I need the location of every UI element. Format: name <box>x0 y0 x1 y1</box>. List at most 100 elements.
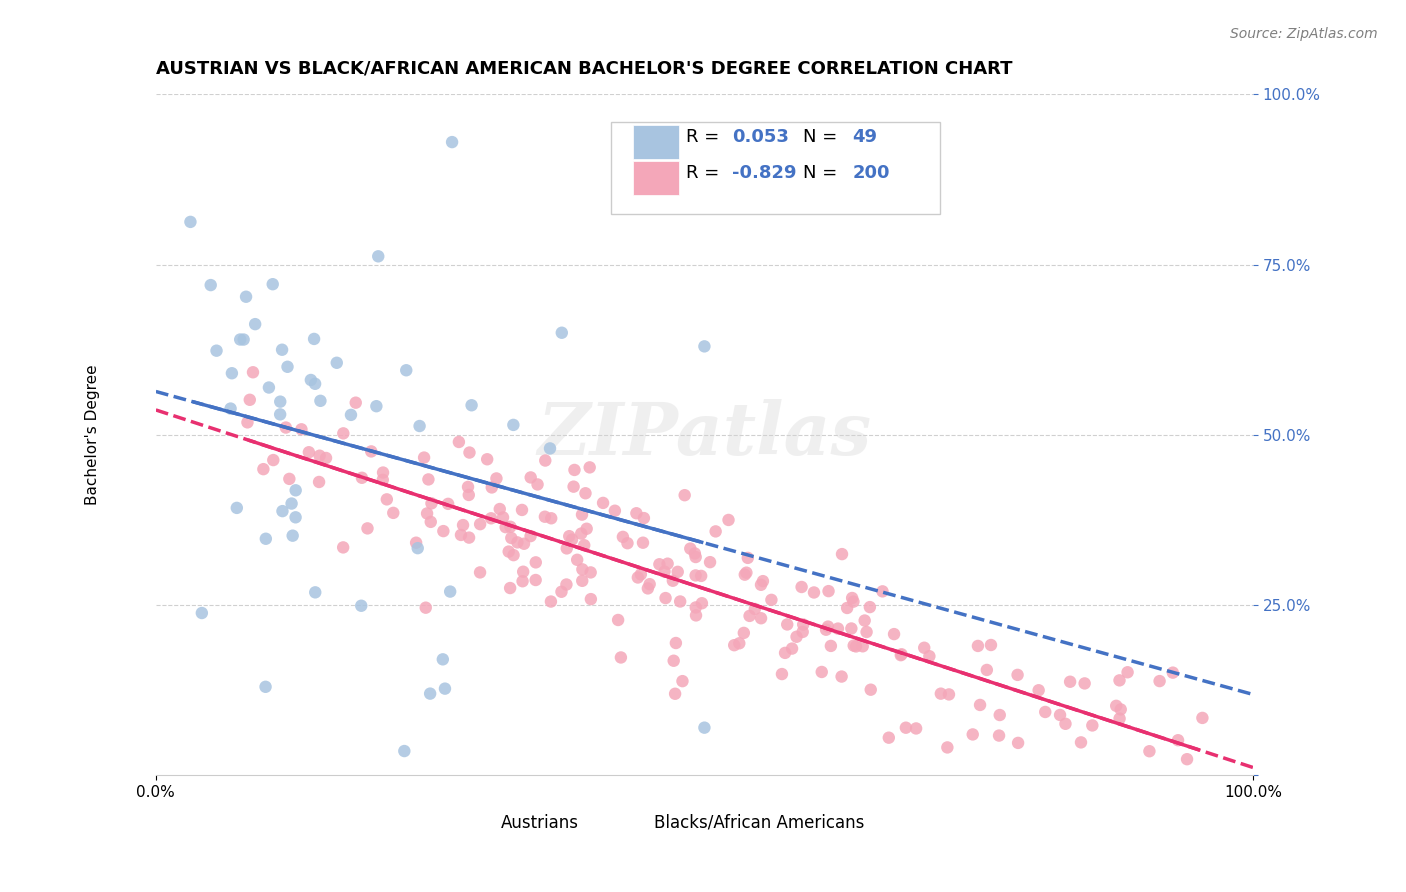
Point <box>416 507 439 521</box>
Point <box>326 356 349 370</box>
Point <box>485 471 508 485</box>
Point <box>413 450 436 465</box>
Point <box>737 550 759 565</box>
Point <box>810 665 832 679</box>
Point <box>831 547 853 561</box>
Point <box>855 624 877 639</box>
Point <box>631 535 654 549</box>
Point <box>468 517 491 532</box>
Point <box>1059 674 1081 689</box>
Point <box>252 462 274 476</box>
FancyBboxPatch shape <box>652 807 689 833</box>
Text: ZIPatlas: ZIPatlas <box>537 400 872 470</box>
Point <box>571 562 593 576</box>
Point <box>304 376 326 391</box>
Point <box>654 565 676 579</box>
Point <box>723 638 745 652</box>
FancyBboxPatch shape <box>633 161 679 195</box>
Point <box>859 600 882 615</box>
Point <box>744 602 766 616</box>
Point <box>738 608 761 623</box>
Point <box>558 529 581 543</box>
Text: Blacks/African Americans: Blacks/African Americans <box>654 814 865 832</box>
Point <box>302 332 325 346</box>
Point <box>665 636 688 650</box>
Point <box>790 580 813 594</box>
Point <box>912 640 935 655</box>
Point <box>607 613 630 627</box>
Point <box>512 565 534 579</box>
Point <box>980 638 1002 652</box>
Point <box>488 502 510 516</box>
FancyBboxPatch shape <box>633 125 679 159</box>
Point <box>550 584 572 599</box>
Point <box>1108 673 1130 688</box>
Text: Source: ZipAtlas.com: Source: ZipAtlas.com <box>1230 27 1378 41</box>
Text: -0.829: -0.829 <box>733 164 796 182</box>
Point <box>571 508 593 522</box>
Point <box>506 535 529 549</box>
Point <box>648 558 671 572</box>
Point <box>254 680 277 694</box>
Point <box>817 619 839 633</box>
Point <box>513 537 536 551</box>
Point <box>610 650 633 665</box>
Point <box>693 339 716 353</box>
Point <box>232 333 254 347</box>
Point <box>853 614 876 628</box>
Point <box>662 654 685 668</box>
Point <box>1007 668 1029 682</box>
Point <box>662 574 685 588</box>
Point <box>852 640 875 654</box>
Point <box>457 488 479 502</box>
Point <box>612 530 634 544</box>
Point <box>603 504 626 518</box>
Point <box>967 639 990 653</box>
Point <box>524 573 547 587</box>
Point <box>749 578 772 592</box>
Point <box>1054 716 1077 731</box>
Point <box>432 524 454 538</box>
Point <box>704 524 727 539</box>
Point <box>551 326 574 340</box>
Point <box>579 566 602 580</box>
Point <box>962 727 984 741</box>
Point <box>298 445 321 459</box>
Point <box>817 584 839 599</box>
Point <box>540 594 562 608</box>
Point <box>842 594 865 608</box>
Point <box>257 380 280 394</box>
Point <box>735 566 758 580</box>
Point <box>200 278 222 293</box>
Point <box>350 471 373 485</box>
Point <box>281 529 304 543</box>
Point <box>447 434 470 449</box>
Point <box>191 606 214 620</box>
Point <box>262 277 284 292</box>
Point <box>519 470 541 484</box>
Point <box>284 483 307 498</box>
Point <box>457 480 479 494</box>
Point <box>477 452 499 467</box>
Point <box>579 592 602 607</box>
Point <box>976 663 998 677</box>
Point <box>638 577 661 591</box>
Point <box>669 594 692 608</box>
Point <box>561 533 583 547</box>
Point <box>770 667 793 681</box>
Text: AUSTRIAN VS BLACK/AFRICAN AMERICAN BACHELOR'S DEGREE CORRELATION CHART: AUSTRIAN VS BLACK/AFRICAN AMERICAN BACHE… <box>156 60 1012 78</box>
Point <box>690 596 713 610</box>
Point <box>988 708 1011 723</box>
Point <box>460 398 482 412</box>
Point <box>371 466 394 480</box>
Point <box>752 574 775 589</box>
Point <box>236 415 259 429</box>
FancyBboxPatch shape <box>612 121 941 213</box>
Point <box>761 592 783 607</box>
Point <box>630 567 652 582</box>
Point <box>420 496 443 510</box>
Point <box>1033 705 1056 719</box>
Point <box>406 541 429 556</box>
Point <box>988 729 1011 743</box>
Text: 200: 200 <box>852 164 890 182</box>
